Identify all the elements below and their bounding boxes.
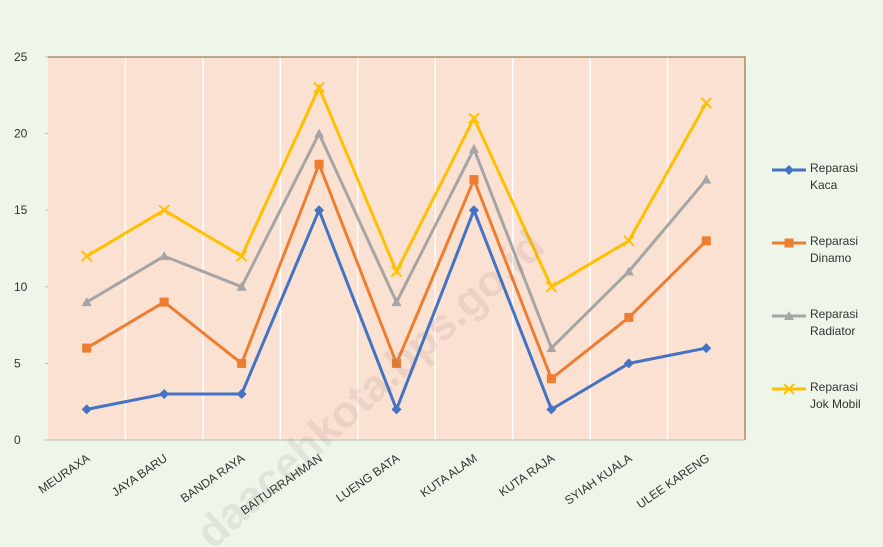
y-tick-label: 5 [14,356,21,370]
marker [392,358,401,368]
x-tick-label: KUTA ALAM [418,451,480,500]
legend-item: Reparasi Jok Mobil [772,379,882,452]
marker [784,238,794,248]
legend-swatch [772,383,806,395]
marker [81,404,92,415]
legend-label: Reparasi Radiator [810,307,859,338]
marker [314,159,324,169]
marker [236,389,247,400]
legend-item: Reparasi Radiator [772,306,882,379]
marker [314,205,325,216]
marker [81,297,92,307]
marker [784,165,794,175]
marker [237,358,247,368]
marker [159,251,170,261]
marker [624,312,634,322]
legend-swatch [772,238,806,248]
marker [701,174,712,184]
marker [546,374,556,384]
y-tick-label: 0 [14,433,21,447]
x-tick-label: LUENG BATA [333,451,402,505]
legend-item: Reparasi Dinamo [772,233,882,306]
marker [546,343,557,353]
marker [391,297,402,307]
legend-item: Reparasi Kaca [772,160,882,233]
marker [700,97,712,109]
marker [158,204,170,216]
marker [314,128,325,138]
marker [623,266,634,276]
x-tick-label: JAYA BARU [109,451,170,499]
marker [784,311,794,320]
marker [390,265,403,278]
marker [235,250,248,262]
legend-swatch [772,165,806,175]
marker [82,343,92,353]
x-tick-label: SYIAH KUALA [562,451,634,508]
marker [313,81,325,94]
legend-swatch [772,311,806,320]
plot-area [48,57,745,440]
marker [159,389,170,400]
plot-border [48,56,746,440]
legend: Reparasi Kaca Reparasi Dinamo Reparasi Rad… [772,160,882,452]
x-tick-label: ULEE KARENG [634,451,712,511]
y-tick-label: 20 [14,127,28,141]
marker [81,250,93,262]
y-tick-label: 15 [14,203,28,217]
marker [468,143,479,153]
marker [236,281,247,291]
marker [391,404,402,415]
marker [159,297,169,307]
marker [623,358,634,369]
marker [783,383,795,395]
y-tick-label: 25 [14,50,28,64]
legend-label: Reparasi Jok Mobil [810,380,861,411]
y-tick-label: 10 [14,280,28,294]
x-tick-label: MEURAXA [36,451,93,497]
legend-label: Reparasi Kaca [810,161,859,192]
marker [623,235,635,247]
legend-label: Reparasi Dinamo [810,234,859,265]
marker [546,404,557,415]
marker [701,236,711,246]
marker [545,281,558,293]
marker [468,112,480,124]
x-tick-label: KUTA RAJA [496,451,557,499]
marker [468,205,479,216]
marker [701,343,712,354]
marker [469,175,479,185]
